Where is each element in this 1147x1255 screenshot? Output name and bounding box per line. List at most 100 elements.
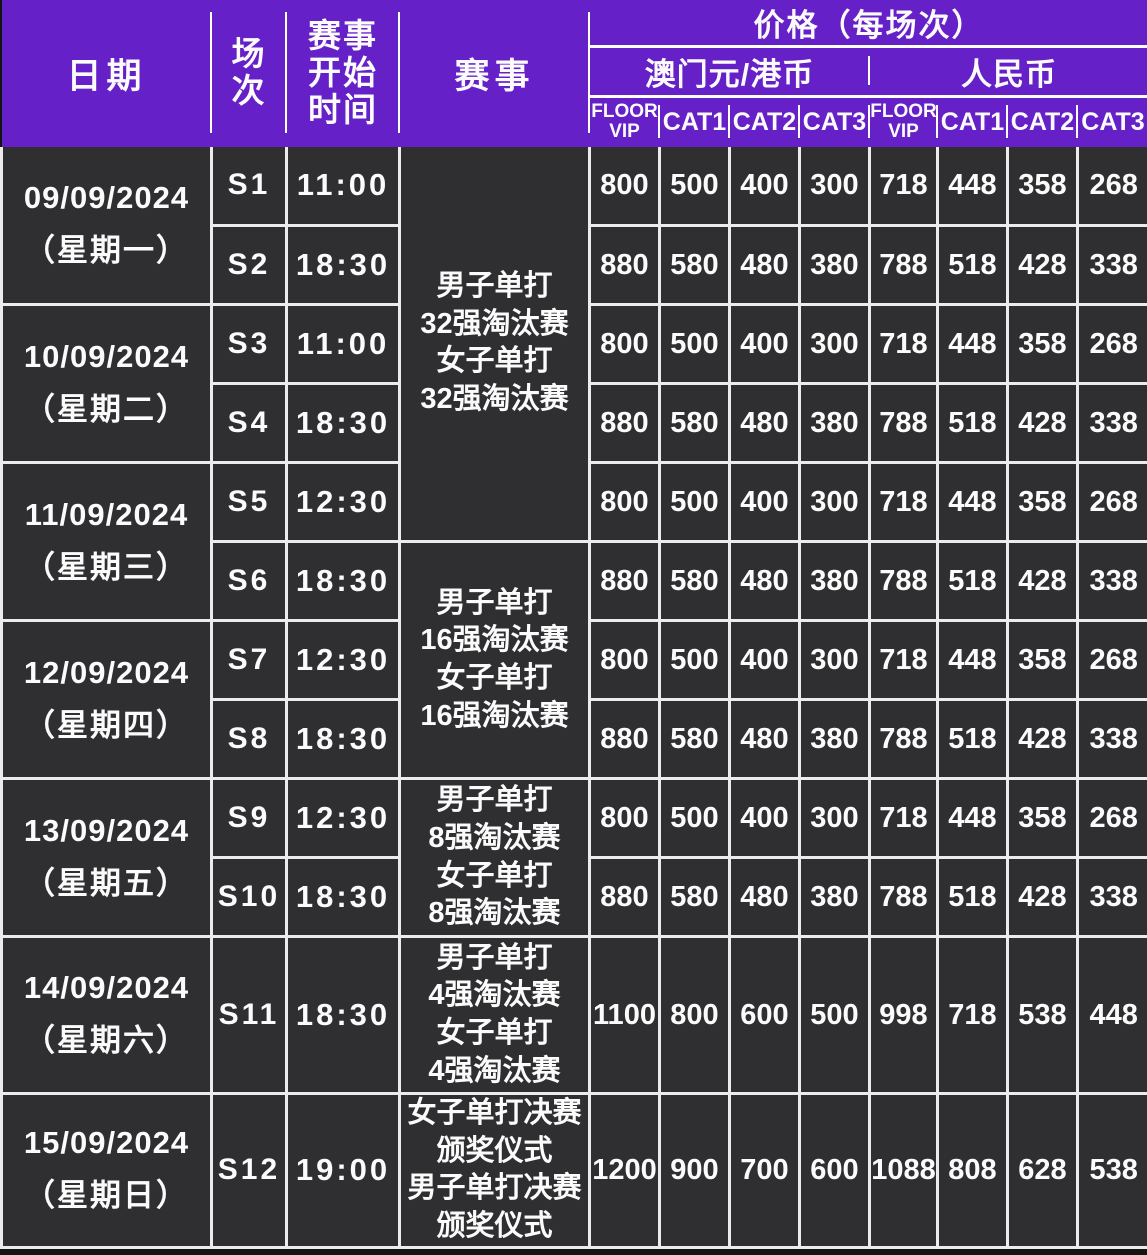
- header-row-3: FLOOR VIP CAT1 CAT2 CAT3 FLOOR VIP CAT1 …: [2, 96, 1147, 147]
- price-cell: 480: [728, 698, 801, 780]
- price-cell: 500: [658, 146, 731, 227]
- price-cell: 448: [1076, 935, 1147, 1095]
- price-cell: 718: [868, 461, 939, 543]
- price-cell: 718: [868, 146, 939, 227]
- event-cell: 女子单打决赛 颁奖仪式 男子单打决赛 颁奖仪式: [398, 1092, 591, 1249]
- session-cell: S9: [210, 777, 288, 859]
- header-currency-mop-hkd: 澳门元/港币: [589, 46, 870, 98]
- date-cell: 13/09/2024 （星期五）: [0, 777, 213, 938]
- header-currency-rmb: 人民币: [869, 46, 1147, 98]
- price-cell: 800: [588, 777, 661, 859]
- session-cell: S7: [210, 619, 288, 701]
- date-text: 11/09/2024: [24, 496, 189, 532]
- price-cell: 448: [936, 777, 1009, 859]
- price-cell: 600: [798, 1092, 871, 1249]
- price-cell: 998: [868, 935, 939, 1095]
- header-cat2: CAT2: [729, 96, 800, 147]
- price-cell: 448: [936, 303, 1009, 385]
- date-text: 13/09/2024: [23, 812, 190, 848]
- price-cell: 628: [1006, 1092, 1079, 1249]
- session-cell: S2: [210, 224, 288, 306]
- price-cell: 538: [1076, 1092, 1147, 1249]
- price-cell: 580: [658, 382, 731, 464]
- price-cell: 500: [658, 303, 731, 385]
- price-cell: 338: [1076, 698, 1147, 780]
- price-cell: 718: [868, 777, 939, 859]
- price-cell: 300: [798, 146, 871, 227]
- price-cell: 268: [1076, 461, 1147, 543]
- date-text: 12/09/2024: [23, 654, 190, 690]
- weekday-text: （星期三）: [24, 549, 189, 585]
- price-cell: 480: [728, 224, 801, 306]
- price-cell: 580: [658, 224, 731, 306]
- price-cell: 380: [798, 224, 871, 306]
- price-cell: 518: [936, 224, 1009, 306]
- header-price-title: 价格（每场次）: [589, 0, 1147, 48]
- session-cell: S4: [210, 382, 288, 464]
- price-cell: 600: [728, 935, 801, 1095]
- time-cell: 18:30: [285, 540, 401, 622]
- price-cell: 580: [658, 540, 731, 622]
- price-cell: 428: [1006, 540, 1079, 622]
- weekday-text: （星期四）: [24, 707, 189, 743]
- time-cell: 18:30: [285, 698, 401, 780]
- price-cell: 448: [936, 619, 1009, 701]
- price-cell: 480: [728, 856, 801, 938]
- time-cell: 18:30: [285, 935, 401, 1095]
- price-cell: 300: [798, 777, 871, 859]
- price-cell: 400: [728, 619, 801, 701]
- price-cell: 718: [868, 619, 939, 701]
- price-cell: 448: [936, 461, 1009, 543]
- price-cell: 800: [588, 619, 661, 701]
- table-row: S2 18:30 880 580 480 380 788 518 428 338: [2, 224, 1147, 306]
- price-cell: 800: [588, 303, 661, 385]
- price-cell: 268: [1076, 777, 1147, 859]
- event-cell: 男子单打 8强淘汰赛 女子单打 8强淘汰赛: [398, 777, 591, 938]
- price-cell: 400: [728, 146, 801, 227]
- price-cell: 518: [936, 540, 1009, 622]
- price-cell: 268: [1076, 619, 1147, 701]
- price-cell: 900: [658, 1092, 731, 1249]
- price-cell: 400: [728, 461, 801, 543]
- time-cell: 19:00: [285, 1092, 401, 1249]
- session-cell: S12: [210, 1092, 288, 1249]
- price-cell: 808: [936, 1092, 1009, 1249]
- price-cell: 580: [658, 856, 731, 938]
- price-cell: 718: [936, 935, 1009, 1095]
- table-row: S4 18:30 880 580 480 380 788 518 428 338: [2, 382, 1147, 464]
- price-cell: 800: [588, 146, 661, 227]
- header-cat-floorvip: FLOOR VIP: [589, 96, 660, 147]
- price-cell: 500: [798, 935, 871, 1095]
- price-cell: 700: [728, 1092, 801, 1249]
- time-cell: 18:30: [285, 224, 401, 306]
- session-cell: S5: [210, 461, 288, 543]
- event-cell: 男子单打 16强淘汰赛 女子单打 16强淘汰赛: [398, 540, 591, 780]
- price-cell: 518: [936, 856, 1009, 938]
- price-cell: 800: [658, 935, 731, 1095]
- price-cell: 358: [1006, 303, 1079, 385]
- header-start-time: 赛事 开始 时间: [286, 0, 400, 147]
- session-cell: S3: [210, 303, 288, 385]
- price-cell: 448: [936, 146, 1009, 227]
- session-cell: S8: [210, 698, 288, 780]
- price-cell: 480: [728, 540, 801, 622]
- header-cat3: CAT3: [1077, 96, 1147, 147]
- time-cell: 11:00: [285, 146, 401, 227]
- price-cell: 380: [798, 698, 871, 780]
- session-cell: S10: [210, 856, 288, 938]
- price-cell: 300: [798, 461, 871, 543]
- time-cell: 12:30: [285, 777, 401, 859]
- price-cell: 518: [936, 382, 1009, 464]
- price-cell: 538: [1006, 935, 1079, 1095]
- price-cell: 300: [798, 303, 871, 385]
- price-cell: 718: [868, 303, 939, 385]
- table-row: 15/09/2024 （星期日） S12 19:00 女子单打决赛 颁奖仪式 男…: [0, 1092, 1147, 1249]
- header-event: 赛事: [399, 0, 590, 147]
- event-cell: 男子单打 32强淘汰赛 女子单打 32强淘汰赛: [398, 146, 591, 543]
- price-cell: 880: [588, 224, 661, 306]
- price-cell: 880: [588, 698, 661, 780]
- price-cell: 500: [658, 777, 731, 859]
- price-cell: 880: [588, 856, 661, 938]
